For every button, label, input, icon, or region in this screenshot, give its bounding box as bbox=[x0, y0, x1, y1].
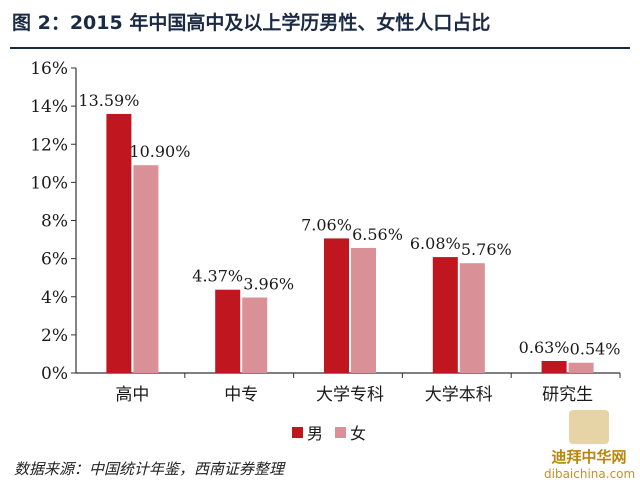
data-label: 0.63% bbox=[519, 338, 570, 357]
data-label: 7.06% bbox=[301, 215, 352, 234]
legend-item-female: 女 bbox=[335, 420, 366, 444]
y-tick-label: 2% bbox=[41, 326, 68, 346]
data-label: 6.08% bbox=[410, 234, 461, 253]
bar-male bbox=[541, 360, 567, 373]
y-tick-label: 10% bbox=[30, 173, 68, 193]
watermark-url: dibaichina.com bbox=[544, 467, 636, 481]
y-tick-label: 8% bbox=[41, 212, 68, 232]
data-label: 6.56% bbox=[352, 225, 403, 244]
legend-swatch-female bbox=[335, 426, 347, 438]
bar-female bbox=[351, 247, 376, 373]
y-tick-label: 4% bbox=[41, 288, 68, 308]
x-tick-label: 大学专科 bbox=[316, 385, 384, 405]
bar-male bbox=[324, 238, 349, 373]
legend-label-female: 女 bbox=[350, 424, 367, 443]
bar-male bbox=[432, 257, 458, 373]
bar-female bbox=[242, 297, 268, 373]
data-source-note: 数据来源：中国统计年鉴，西南证券整理 bbox=[14, 460, 285, 478]
legend-item-male: 男 bbox=[292, 420, 323, 444]
y-tick-label: 0% bbox=[41, 364, 68, 384]
bar-female bbox=[459, 263, 485, 373]
chart-title: 图 2：2015 年中国高中及以上学历男性、女性人口占比 bbox=[12, 12, 491, 34]
data-label: 5.76% bbox=[461, 240, 512, 259]
bar-male bbox=[106, 113, 132, 374]
title-divider bbox=[10, 47, 630, 49]
x-tick-label: 大学本科 bbox=[425, 385, 493, 405]
y-tick-label: 16% bbox=[30, 59, 68, 79]
bar-female bbox=[568, 362, 594, 373]
y-tick-label: 12% bbox=[30, 135, 68, 155]
data-label: 0.54% bbox=[570, 340, 621, 359]
x-tick-label: 研究生 bbox=[542, 385, 593, 405]
bar-male bbox=[215, 289, 241, 373]
watermark-logo-icon bbox=[569, 410, 609, 444]
x-tick-label: 高中 bbox=[115, 385, 149, 405]
watermark-text: 迪拜中华网 bbox=[551, 448, 627, 466]
x-tick-label: 中专 bbox=[224, 385, 258, 405]
legend-label-male: 男 bbox=[307, 424, 324, 443]
data-label: 10.90% bbox=[129, 142, 190, 161]
chart-legend: 男 女 bbox=[292, 420, 378, 444]
data-label: 4.37% bbox=[192, 267, 243, 286]
y-tick-label: 6% bbox=[41, 250, 68, 270]
data-label: 3.96% bbox=[243, 275, 294, 294]
y-tick-label: 14% bbox=[30, 97, 68, 117]
bar-female bbox=[133, 165, 159, 373]
data-label: 13.59% bbox=[78, 91, 139, 110]
legend-swatch-male bbox=[292, 426, 303, 438]
watermark: 迪拜中华网 dibaichina.com bbox=[544, 410, 636, 481]
